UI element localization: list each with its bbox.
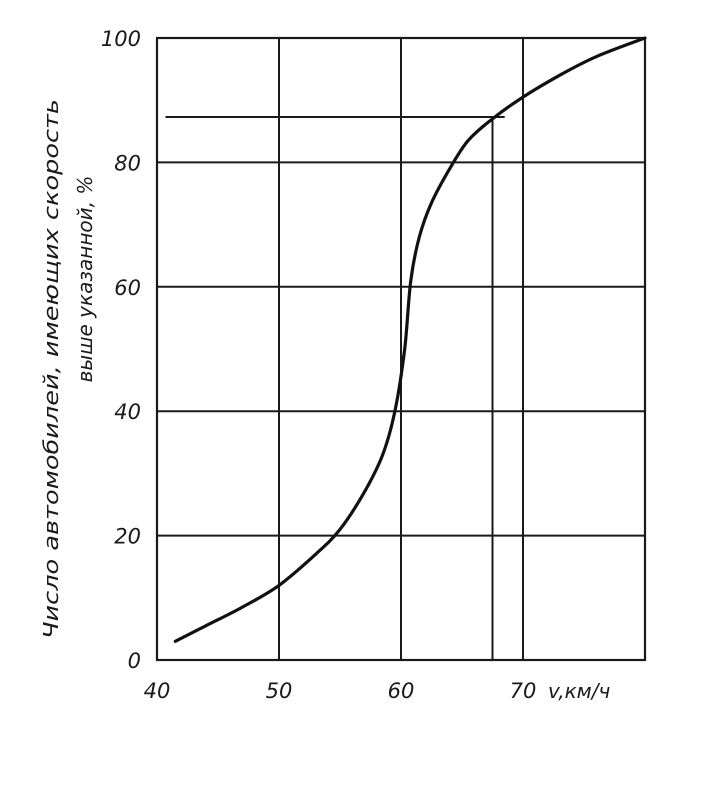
x-axis-label: v,км/ч: [548, 679, 610, 703]
y-tick-label-2: 40: [114, 400, 141, 424]
y-tick-label-1: 20: [114, 525, 141, 549]
y-axis-label: Число автомобилей, имеющих скорость выше…: [39, 99, 97, 639]
y-tick-label-0: 0: [128, 649, 141, 673]
x-tick-labels: 40 50 60 70: [144, 679, 537, 703]
reference-lines: [165, 115, 505, 660]
series-line-0: [173, 36, 647, 643]
y-axis-label-line1: Число автомобилей, имеющих скорость: [39, 99, 63, 639]
x-tick-label-3: 70: [510, 679, 537, 703]
x-tick-label-1: 50: [266, 679, 293, 703]
y-axis-label-line2: выше указанной, %: [73, 176, 97, 383]
y-tick-labels: 0 20 40 60 80 100: [101, 27, 141, 673]
grid-lines: [157, 38, 645, 660]
series-group: [173, 36, 647, 643]
y-tick-label-3: 60: [114, 276, 141, 300]
x-tick-label-0: 40: [144, 679, 171, 703]
x-tick-label-2: 60: [388, 679, 415, 703]
y-tick-label-4: 80: [114, 151, 141, 175]
y-tick-label-5: 100: [101, 27, 141, 51]
plot-frame: [155, 36, 647, 662]
